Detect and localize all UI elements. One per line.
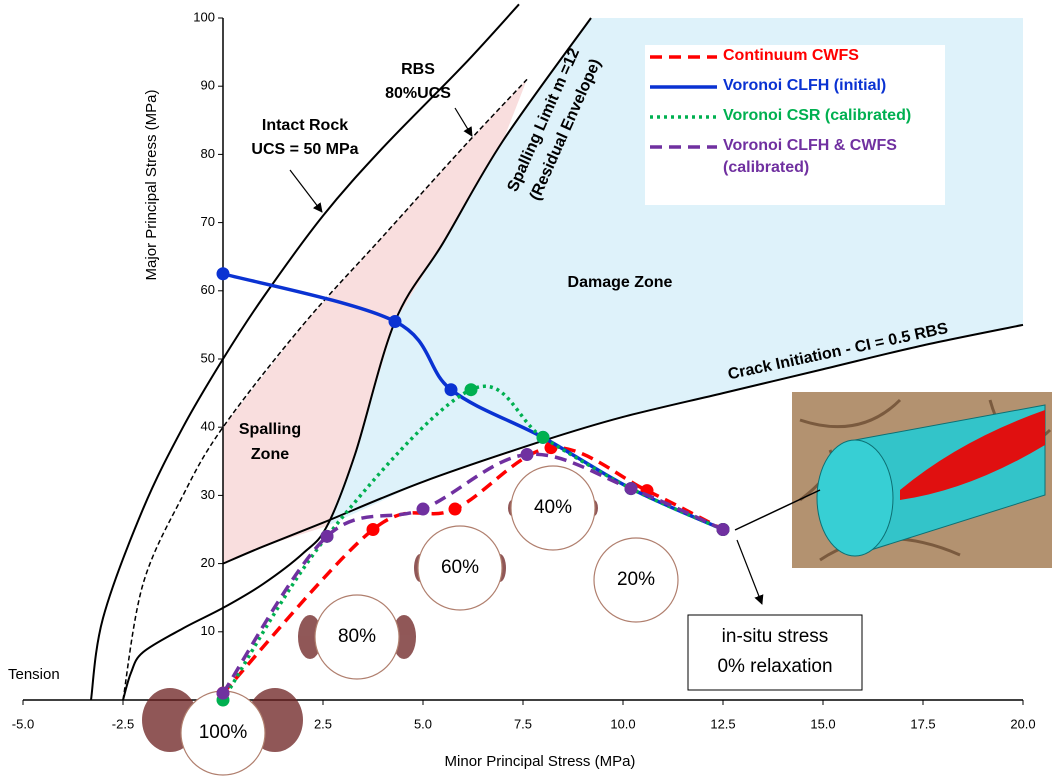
x-tick-label: 2.5 bbox=[314, 716, 332, 731]
relaxation-label: 40% bbox=[534, 497, 572, 518]
annotation: Intact Rock bbox=[262, 117, 348, 134]
y-tick-label: 40 bbox=[201, 419, 215, 434]
x-tick-label: -2.5 bbox=[112, 716, 134, 731]
zone-label: Zone bbox=[251, 446, 289, 463]
relaxation-label: 80% bbox=[338, 626, 376, 647]
legend-entry: Continuum CWFS bbox=[645, 45, 945, 75]
data-point bbox=[521, 448, 534, 461]
legend-label: Voronoi CLFH (initial) bbox=[723, 75, 938, 97]
zone-label: Damage Zone bbox=[568, 274, 673, 291]
legend-entry: Voronoi CSR (calibrated) bbox=[645, 105, 945, 135]
legend-label: Voronoi CSR (calibrated) bbox=[723, 105, 938, 127]
cylinder-face bbox=[817, 440, 893, 556]
data-point bbox=[717, 523, 730, 536]
x-axis-title: Minor Principal Stress (MPa) bbox=[445, 753, 636, 770]
y-tick-label: 100 bbox=[193, 9, 215, 24]
data-point bbox=[217, 267, 230, 280]
legend: Continuum CWFS Voronoi CLFH (initial) Voro… bbox=[645, 45, 945, 205]
annotation: UCS = 50 MPa bbox=[251, 141, 358, 158]
x-tick-label: 12.5 bbox=[710, 716, 735, 731]
x-tick-label: 5.0 bbox=[414, 716, 432, 731]
legend-label: Voronoi CLFH & CWFS (calibrated) bbox=[723, 135, 938, 179]
y-tick-label: 90 bbox=[201, 78, 215, 93]
relaxation-label: 60% bbox=[441, 557, 479, 578]
y-axis-title: Major Principal Stress (MPa) bbox=[143, 90, 160, 281]
y-tick-label: 70 bbox=[201, 214, 215, 229]
y-tick-label: 30 bbox=[201, 487, 215, 502]
y-tick-label: 50 bbox=[201, 350, 215, 365]
legend-swatch bbox=[645, 75, 723, 99]
data-point bbox=[367, 523, 380, 536]
data-point bbox=[417, 503, 430, 516]
relaxation-label: 20% bbox=[617, 569, 655, 590]
data-point bbox=[449, 503, 462, 516]
x-tick-label: 10.0 bbox=[610, 716, 635, 731]
data-point bbox=[321, 530, 334, 543]
legend-swatch bbox=[645, 135, 723, 159]
legend-swatch bbox=[645, 105, 723, 129]
note-text: in-situ stress bbox=[722, 626, 829, 647]
cylinder-image bbox=[792, 392, 1052, 568]
data-point bbox=[389, 315, 402, 328]
data-point bbox=[537, 431, 550, 444]
x-tick-label: 17.5 bbox=[910, 716, 935, 731]
x-tick-label: -5.0 bbox=[12, 716, 34, 731]
y-tick-label: 10 bbox=[201, 623, 215, 638]
y-tick-label: 20 bbox=[201, 555, 215, 570]
legend-label: Continuum CWFS bbox=[723, 45, 938, 67]
y-tick-label: 80 bbox=[201, 146, 215, 161]
data-point bbox=[217, 687, 230, 700]
note-text: 0% relaxation bbox=[717, 656, 832, 677]
y-tick-label: 60 bbox=[201, 282, 215, 297]
arrow bbox=[737, 540, 762, 604]
annotation: RBS bbox=[401, 61, 435, 78]
data-point bbox=[465, 383, 478, 396]
data-point bbox=[625, 482, 638, 495]
annotation: Tension bbox=[8, 666, 60, 683]
legend-swatch bbox=[645, 45, 723, 69]
arrow bbox=[290, 170, 322, 212]
x-tick-label: 20.0 bbox=[1010, 716, 1035, 731]
relaxation-label: 100% bbox=[199, 722, 248, 743]
x-tick-label: 15.0 bbox=[810, 716, 835, 731]
page: -5.0-2.52.55.07.510.012.515.017.520.0010… bbox=[0, 0, 1057, 778]
legend-entry: Voronoi CLFH & CWFS (calibrated) bbox=[645, 135, 945, 165]
data-point bbox=[445, 383, 458, 396]
legend-entry: Voronoi CLFH (initial) bbox=[645, 75, 945, 105]
annotation: 80%UCS bbox=[385, 85, 451, 102]
zone-label: Spalling bbox=[239, 421, 301, 438]
arrow bbox=[455, 108, 472, 136]
x-tick-label: 7.5 bbox=[514, 716, 532, 731]
